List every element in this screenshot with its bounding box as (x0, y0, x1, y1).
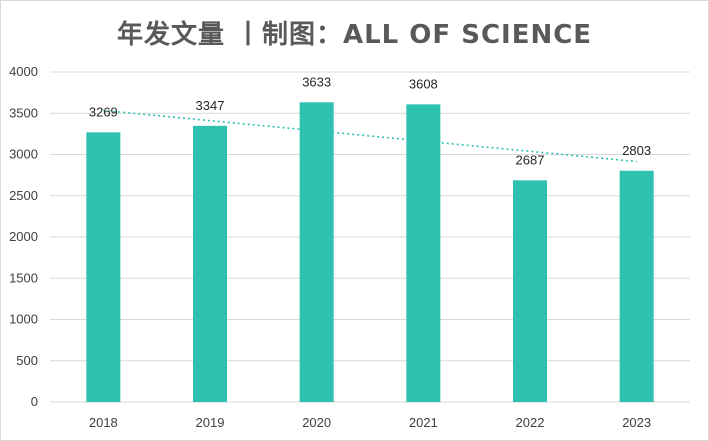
data-label: 3269 (89, 104, 118, 119)
y-tick-label: 3500 (9, 105, 38, 120)
y-tick-label: 500 (16, 353, 38, 368)
data-label: 3633 (302, 74, 331, 89)
data-labels: 3269 3347 3633 3608 2687 2803 (89, 74, 651, 167)
y-tick-label: 4000 (9, 64, 38, 79)
bar (299, 102, 334, 402)
y-tick-label: 2000 (9, 229, 38, 244)
chart-title: 年发文量 丨制图：ALL OF SCIENCE (116, 20, 593, 50)
bar (193, 125, 227, 402)
bar (406, 104, 441, 402)
bars (86, 102, 654, 402)
y-tick-label: 1000 (9, 312, 38, 327)
gridlines (50, 71, 690, 403)
bar (86, 132, 121, 402)
data-label: 3608 (409, 76, 438, 91)
y-axis-ticks: 0 500 1000 1500 2000 2500 3000 3500 4000 (9, 64, 38, 409)
x-axis-ticks: 2018 2019 2020 2021 2022 2023 (89, 415, 651, 430)
trendline-layer (103, 109, 637, 163)
y-tick-label: 0 (31, 394, 38, 409)
y-tick-label: 1500 (9, 270, 38, 285)
x-tick-label: 2020 (302, 415, 331, 430)
bar (513, 180, 547, 402)
data-label: 2803 (622, 143, 651, 158)
data-label: 3347 (196, 98, 225, 113)
y-tick-label: 3000 (9, 147, 38, 162)
trendline (103, 109, 637, 163)
x-tick-label: 2023 (622, 415, 651, 430)
x-tick-label: 2022 (516, 415, 545, 430)
x-tick-label: 2021 (409, 415, 438, 430)
data-label: 2687 (516, 152, 545, 167)
y-tick-label: 2500 (9, 188, 38, 203)
x-tick-label: 2018 (89, 415, 118, 430)
bar (619, 170, 654, 402)
x-tick-label: 2019 (196, 415, 225, 430)
